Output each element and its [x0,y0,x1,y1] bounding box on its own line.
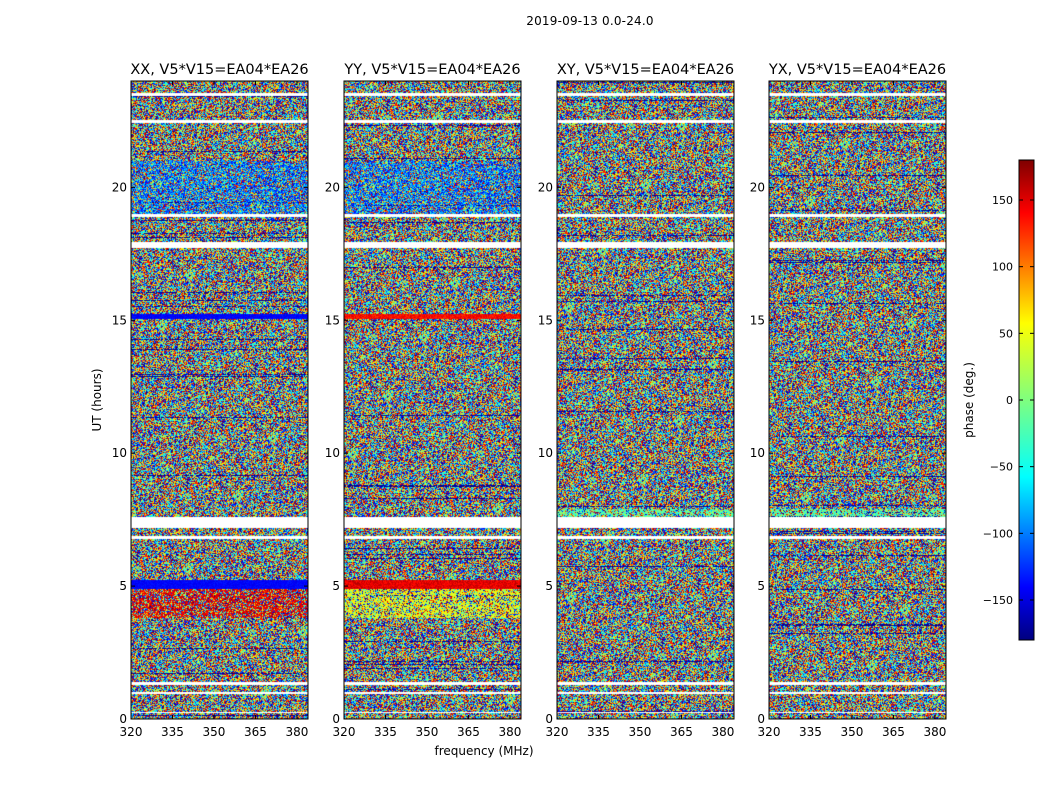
y-tick-label: 10 [538,446,553,460]
x-tick-label: 365 [457,725,480,739]
panel-frame [556,80,735,720]
y-tick-label: 20 [112,180,127,194]
x-tick-label: 380 [285,725,308,739]
panel-frame [768,80,947,720]
panel-frame [343,80,522,720]
y-axis-label: UT (hours) [90,368,104,431]
panel-xy: XY, V5*V15=EA04*EA26 320 335 350 365 380 0 5 10 1… [538,62,735,739]
phase-heatmap-xy [557,81,734,719]
y-tick-label: 20 [538,180,553,194]
panel-title: YX, V5*V15=EA04*EA26 [768,62,946,78]
phase-heatmap-yy [344,81,521,719]
y-tick-label: 15 [538,313,553,327]
panel-frame [130,80,309,720]
colorbar-label: phase (deg.) [962,362,976,438]
y-tick-label: 5 [757,579,765,593]
y-tick-label: 10 [325,446,340,460]
panel-title: XX, V5*V15=EA04*EA26 [130,62,308,78]
panel-title: YY, V5*V15=EA04*EA26 [343,62,520,78]
x-tick-label: 350 [841,725,864,739]
y-tick-label: 20 [325,180,340,194]
y-tick-label: 5 [332,579,340,593]
x-tick-label: 350 [416,725,439,739]
y-tick-label: 10 [750,446,765,460]
x-tick-label: 380 [711,725,734,739]
x-tick-label: 365 [244,725,267,739]
y-tick-label: 15 [112,313,127,327]
x-tick-label: 320 [120,725,143,739]
y-tick-label: 15 [750,313,765,327]
colorbar-tick-label: −50 [990,461,1013,474]
panel-xx: XX, V5*V15=EA04*EA26 320 335 350 365 380 0 5 10 1… [112,62,309,739]
phase-heatmap-xx [131,81,308,719]
panel-title: XY, V5*V15=EA04*EA26 [557,62,734,78]
x-tick-label: 350 [203,725,226,739]
y-tick-label: 5 [545,579,553,593]
y-tick-label: 0 [332,712,340,726]
y-tick-label: 5 [119,579,127,593]
x-tick-label: 335 [374,725,397,739]
x-tick-label: 320 [333,725,356,739]
x-tick-label: 335 [161,725,184,739]
panel-yx: YX, V5*V15=EA04*EA26 320 335 350 365 380 0 5 10 1… [750,62,947,739]
x-tick-label: 365 [882,725,905,739]
colorbar-tick-label: 0 [1006,394,1013,407]
colorbar-tick-label: 50 [999,327,1013,340]
colorbar-tick-label: 150 [992,194,1013,207]
colorbar-tick-label: −150 [983,594,1013,607]
y-tick-label: 0 [757,712,765,726]
x-axis-label: frequency (MHz) [434,744,533,758]
y-tick-label: 10 [112,446,127,460]
x-tick-label: 380 [498,725,521,739]
phase-heatmap-yx [769,81,946,719]
x-tick-label: 320 [758,725,781,739]
y-tick-label: 15 [325,313,340,327]
x-tick-label: 335 [587,725,610,739]
figure-suptitle: 2019-09-13 0.0-24.0 [526,14,654,28]
x-tick-label: 320 [546,725,569,739]
y-tick-label: 0 [545,712,553,726]
y-tick-label: 20 [750,180,765,194]
x-tick-label: 335 [799,725,822,739]
y-tick-label: 0 [119,712,127,726]
x-tick-label: 380 [923,725,946,739]
panel-yy: YY, V5*V15=EA04*EA26 320 335 350 365 380 0 5 10 1… [325,62,522,739]
x-tick-label: 365 [670,725,693,739]
colorbar-tick-label: 100 [992,261,1013,274]
x-tick-label: 350 [629,725,652,739]
colorbar-tick-label: −100 [983,527,1013,540]
